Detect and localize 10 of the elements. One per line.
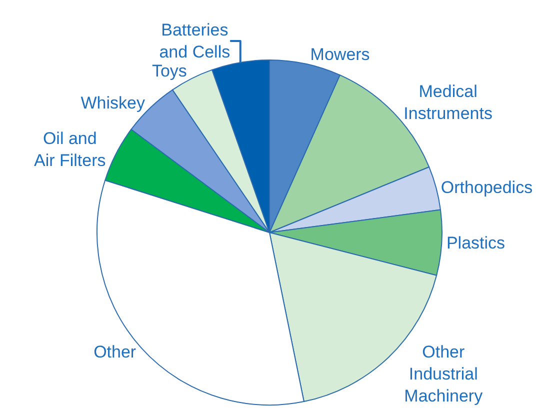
slice-label: Other [94,342,136,362]
slice-label: Batteries and Cells [159,20,230,62]
slice-label: Plastics [446,233,506,252]
slice-label: Orthopedics [440,178,533,197]
slice-label: Toys [152,61,187,80]
slice-label: Mowers [310,45,370,64]
slice-label: Oil and Air Filters [34,128,106,170]
slice-label: Other Industrial Machinery [404,342,484,406]
slice-label: Whiskey [80,93,146,112]
slice-label: Medical Instruments [404,82,492,124]
